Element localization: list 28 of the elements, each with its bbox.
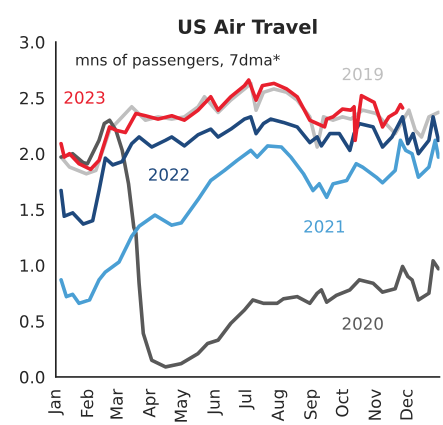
y-tick-label: 2.5 <box>20 92 44 104</box>
y-tick-label: 3.0 <box>20 36 44 49</box>
x-tick-label: Nov <box>368 389 382 420</box>
x-tick-label: Feb <box>80 390 94 417</box>
x-tick-label: May <box>174 389 190 422</box>
x-tick-label: Jun <box>207 390 223 416</box>
x-tick-label: Apr <box>143 388 159 418</box>
line-series <box>59 118 440 369</box>
series-label: 2021 <box>304 220 344 233</box>
chart-title: US Air Travel <box>178 18 316 34</box>
y-tick-label: 2.0 <box>20 148 44 160</box>
y-tick-label: 0.5 <box>20 315 44 328</box>
x-tick-label: Sep <box>304 390 320 420</box>
x-tick-label: Mar <box>110 388 123 419</box>
x-tick-label: Jan <box>48 390 64 416</box>
x-tick-label: Dec <box>400 390 413 420</box>
x-tick-label: Oct <box>336 389 348 417</box>
y-tick-label: 1.0 <box>20 259 44 272</box>
series-label: 2022 <box>149 168 189 181</box>
y-tick-label: 0.0 <box>20 370 44 384</box>
series-label: 2023 <box>64 91 104 104</box>
line-series <box>59 138 440 306</box>
y-tick-label: 1.5 <box>20 204 44 216</box>
x-tick-label: Jul <box>238 390 255 410</box>
annotation: mns of passengers, 7dma* <box>76 54 280 69</box>
text: 2019 <box>342 68 383 80</box>
x-tick-label: Aug <box>272 390 288 422</box>
series-label: 2020 <box>342 317 383 330</box>
